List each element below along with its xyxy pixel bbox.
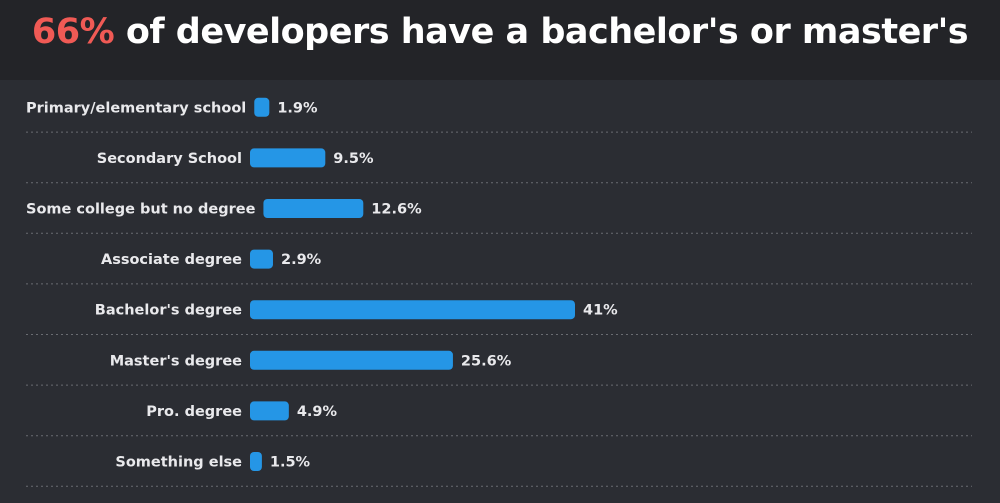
value-label: 41%: [583, 303, 618, 319]
value-label: 1.9%: [277, 100, 318, 116]
bar: [250, 249, 273, 269]
category-label: Primary/elementary school: [26, 100, 246, 116]
category-label: Something else: [115, 455, 242, 471]
value-label: 4.9%: [297, 404, 338, 420]
chart-title: 66% of developers have a bachelor's or m…: [0, 12, 1000, 52]
category-label: Pro. degree: [146, 404, 242, 420]
value-label: 12.6%: [371, 202, 422, 218]
title-band: [0, 0, 1000, 80]
bar: [250, 401, 289, 421]
value-label: 2.9%: [281, 252, 322, 268]
value-label: 25.6%: [461, 353, 512, 369]
category-label: Master's degree: [110, 353, 242, 369]
bar: [263, 199, 364, 218]
category-label: Bachelor's degree: [95, 303, 242, 319]
category-label: Associate degree: [101, 252, 242, 268]
bar: [250, 148, 326, 168]
value-label: 9.5%: [333, 151, 374, 167]
title-text: of developers have a bachelor's or maste…: [114, 12, 969, 52]
bar: [250, 452, 262, 471]
title-highlight: 66%: [31, 12, 115, 52]
bar: [254, 97, 270, 117]
category-label: Some college but no degree: [26, 202, 256, 218]
category-label: Secondary School: [97, 151, 242, 167]
bar: [250, 350, 453, 370]
bar-chart: Primary/elementary school 1.9% Secondary S…: [26, 97, 972, 487]
value-label: 1.5%: [270, 455, 311, 471]
bar: [250, 300, 575, 320]
